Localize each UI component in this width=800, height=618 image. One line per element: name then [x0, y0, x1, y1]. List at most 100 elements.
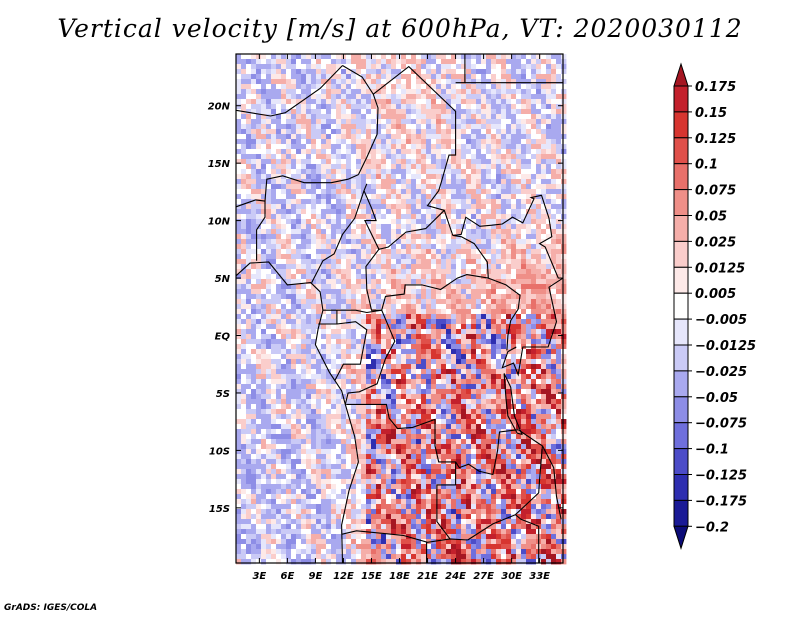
field-cell [246, 249, 252, 255]
field-cell [511, 204, 517, 210]
field-cell [246, 399, 252, 405]
field-cell [266, 394, 272, 400]
field-cell [356, 224, 362, 230]
field-cell [256, 199, 262, 205]
field-cell [421, 299, 427, 305]
field-cell [536, 389, 542, 395]
field-cell [351, 344, 357, 350]
field-cell [501, 169, 507, 175]
field-cell [371, 239, 377, 245]
field-cell [426, 84, 432, 90]
field-cell [381, 404, 387, 410]
field-cell [556, 369, 562, 375]
field-cell [366, 279, 372, 285]
field-cell [561, 299, 567, 305]
field-cell [476, 324, 482, 330]
field-cell [436, 374, 442, 380]
field-cell [301, 194, 307, 200]
field-cell [441, 119, 447, 125]
field-cell [431, 294, 437, 300]
field-cell [391, 274, 397, 280]
field-cell [281, 209, 287, 215]
field-cell [391, 214, 397, 220]
field-cell [331, 64, 337, 70]
field-cell [246, 314, 252, 320]
field-cell [446, 364, 452, 370]
field-cell [246, 169, 252, 175]
field-cell [291, 134, 297, 140]
field-cell [476, 384, 482, 390]
field-cell [406, 194, 412, 200]
field-cell [366, 364, 372, 370]
field-cell [471, 99, 477, 105]
field-cell [386, 119, 392, 125]
field-cell [461, 244, 467, 250]
field-cell [261, 89, 267, 95]
field-cell [396, 399, 402, 405]
field-cell [291, 309, 297, 315]
field-cell [556, 339, 562, 345]
field-cell [286, 164, 292, 170]
field-cell [466, 374, 472, 380]
field-cell [391, 339, 397, 345]
field-cell [246, 119, 252, 125]
field-cell [421, 284, 427, 290]
field-cell [321, 149, 327, 155]
field-cell [246, 384, 252, 390]
field-cell [326, 404, 332, 410]
field-cell [476, 144, 482, 150]
field-cell [476, 219, 482, 225]
field-cell [466, 279, 472, 285]
field-cell [371, 374, 377, 380]
field-cell [436, 319, 442, 325]
field-cell [381, 274, 387, 280]
field-cell [406, 304, 412, 310]
field-cell [516, 249, 522, 255]
field-cell [471, 169, 477, 175]
field-cell [446, 369, 452, 375]
field-cell [326, 409, 332, 415]
field-cell [271, 249, 277, 255]
field-cell [541, 394, 547, 400]
field-cell [391, 344, 397, 350]
field-cell [451, 134, 457, 140]
field-cell [561, 264, 567, 270]
field-cell [446, 249, 452, 255]
field-cell [386, 279, 392, 285]
field-cell [411, 174, 417, 180]
field-cell [361, 384, 367, 390]
field-cell [406, 104, 412, 110]
field-cell [296, 144, 302, 150]
field-cell [366, 354, 372, 360]
field-cell [541, 144, 547, 150]
field-cell [246, 404, 252, 410]
field-cell [501, 154, 507, 160]
field-cell [431, 304, 437, 310]
field-cell [321, 309, 327, 315]
field-cell [316, 279, 322, 285]
field-cell [506, 384, 512, 390]
field-cell [551, 79, 557, 85]
field-cell [481, 289, 487, 295]
field-cell [236, 314, 242, 320]
field-cell [276, 409, 282, 415]
field-cell [461, 179, 467, 185]
field-cell [471, 344, 477, 350]
field-cell [491, 269, 497, 275]
field-cell [356, 109, 362, 115]
field-cell [551, 89, 557, 95]
field-cell [411, 254, 417, 260]
field-cell [541, 369, 547, 375]
field-cell [401, 179, 407, 185]
field-cell [286, 259, 292, 265]
field-cell [516, 179, 522, 185]
field-cell [536, 144, 542, 150]
field-cell [471, 349, 477, 355]
field-cell [241, 259, 247, 265]
field-cell [526, 194, 532, 200]
field-cell [356, 244, 362, 250]
field-cell [551, 409, 557, 415]
field-cell [471, 234, 477, 240]
field-cell [331, 304, 337, 310]
field-cell [281, 254, 287, 260]
